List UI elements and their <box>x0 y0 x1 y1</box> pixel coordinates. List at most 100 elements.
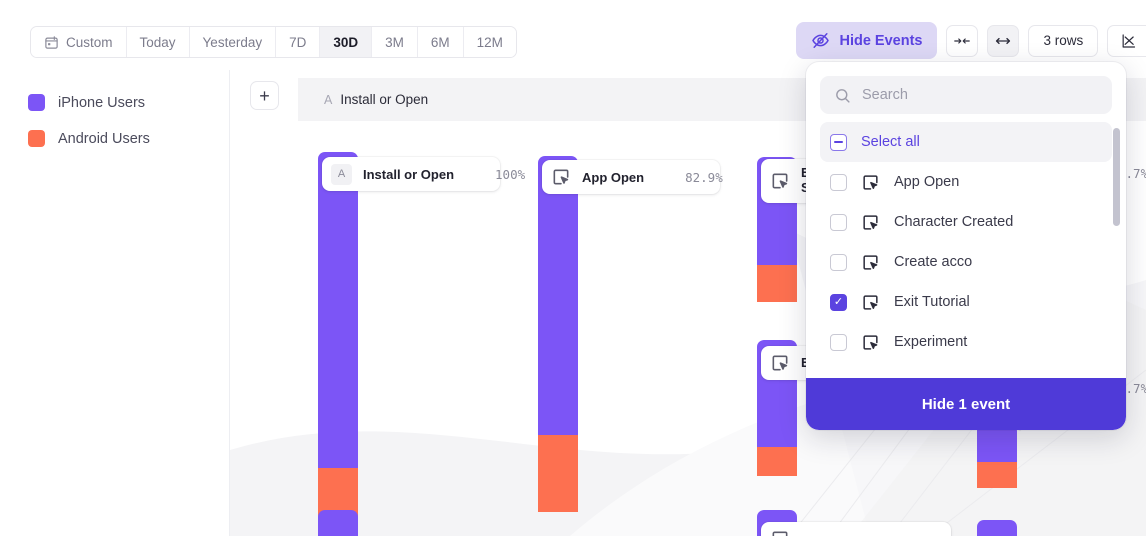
bar-row3-step4[interactable] <box>977 520 1017 536</box>
indeterminate-dash-icon <box>834 141 843 143</box>
range-label: Today <box>139 34 176 50</box>
bar-install-or-open[interactable] <box>318 152 358 536</box>
dropdown-scrollbar-thumb[interactable] <box>1113 128 1120 226</box>
event-label: Exit Tutorial <box>894 294 970 310</box>
event-label: Character Created <box>894 214 1014 230</box>
legend-item-android-users[interactable]: Android Users <box>28 130 229 147</box>
expand-columns-button[interactable] <box>987 24 1020 57</box>
event-click-icon <box>772 531 788 536</box>
bar-segment-android <box>977 462 1017 488</box>
top-toolbar: Custom Today Yesterday 7D 30D 3M 6M 12M <box>0 0 1146 70</box>
event-click-icon <box>863 294 878 310</box>
bar-segment-iphone <box>538 156 578 435</box>
rows-count-button[interactable]: 3 rows <box>1028 24 1099 57</box>
event-option-app-open[interactable]: App Open <box>820 162 1112 202</box>
hide-events-dropdown: Select all App Open Character Created <box>806 62 1126 430</box>
step-name: Install or Open <box>340 92 429 107</box>
range-button-yesterday[interactable]: Yesterday <box>189 27 277 57</box>
select-all-checkbox[interactable] <box>830 133 847 151</box>
event-checkbox[interactable] <box>830 213 847 231</box>
bar-segment-android <box>538 435 578 512</box>
step-card-percent: 100% <box>495 166 526 182</box>
range-button-30d[interactable]: 30D <box>320 27 373 57</box>
event-option-exit-tutorial[interactable]: ✓ Exit Tutorial <box>820 282 1112 322</box>
select-all-row[interactable]: Select all <box>820 122 1112 162</box>
step-card-percent: 82.9% <box>685 169 723 185</box>
line-chart-icon <box>1122 33 1136 48</box>
hide-events-button[interactable]: Hide Events <box>796 22 938 59</box>
dropdown-scrollbar[interactable] <box>1113 122 1120 372</box>
select-all-label: Select all <box>861 134 920 150</box>
letter-badge-icon: A <box>331 163 352 185</box>
step-card-install-or-open[interactable]: A Install or Open 100% <box>322 157 525 191</box>
search-box[interactable] <box>820 76 1112 114</box>
step-card-app-open[interactable]: App Open 82.9% <box>542 160 723 194</box>
funnel-header-step-1[interactable]: A Install or Open <box>298 78 548 121</box>
metric-selector-button[interactable]: U <box>1107 24 1146 57</box>
legend-item-iphone-users[interactable]: iPhone Users <box>28 94 229 111</box>
step-badge-letter: A <box>337 168 346 180</box>
bar-segment-android <box>757 265 797 302</box>
event-checkbox[interactable] <box>830 173 847 191</box>
event-checkbox[interactable]: ✓ <box>830 293 847 311</box>
step-card-name: App Open <box>582 169 645 185</box>
hide-events-label: Hide Events <box>839 32 923 49</box>
event-click-icon <box>863 174 878 190</box>
range-label: 12M <box>476 34 503 50</box>
step-card-row3-step3[interactable] <box>761 522 951 536</box>
event-option-list: Select all App Open Character Created <box>806 122 1126 372</box>
range-button-custom[interactable]: Custom <box>31 27 127 57</box>
range-label: 6M <box>430 34 450 50</box>
range-label: 30D <box>333 34 359 50</box>
rows-label: 3 rows <box>1043 33 1084 48</box>
event-label: Experiment <box>894 334 968 350</box>
eye-off-icon <box>812 33 830 48</box>
legend-swatch-icon <box>28 130 45 147</box>
step-prefix: A <box>324 92 333 107</box>
event-option-character-created[interactable]: Character Created <box>820 202 1112 242</box>
bar-segment-iphone <box>977 424 1017 462</box>
event-click-icon <box>772 355 788 371</box>
range-button-7d[interactable]: 7D <box>276 27 321 57</box>
bar-experiment-row2[interactable] <box>977 424 1017 488</box>
event-click-icon <box>553 169 569 185</box>
event-click-icon <box>772 173 788 189</box>
range-button-6m[interactable]: 6M <box>417 27 464 57</box>
bar-segment-android <box>757 447 797 476</box>
calendar-icon <box>44 35 59 50</box>
event-click-icon <box>863 334 878 350</box>
legend-label: Android Users <box>58 130 150 147</box>
event-option-experiment-started[interactable]: Experiment Started <box>820 362 1112 372</box>
add-step-button[interactable]: + <box>250 81 279 110</box>
range-button-12m[interactable]: 12M <box>463 27 516 57</box>
expand-horizontal-icon <box>996 37 1011 44</box>
range-label: Custom <box>66 34 113 50</box>
search-icon <box>836 88 850 103</box>
legend-label: iPhone Users <box>58 94 146 111</box>
step-card-name: Install or Open <box>363 166 455 182</box>
range-label: 3M <box>385 34 404 50</box>
range-button-3m[interactable]: 3M <box>372 27 418 57</box>
bar-row3-step1[interactable] <box>318 510 358 536</box>
collapse-columns-button[interactable] <box>946 24 979 57</box>
search-container <box>806 62 1126 122</box>
legend-swatch-icon <box>28 94 45 111</box>
event-label: Create acco <box>894 254 973 270</box>
add-step-label: + <box>259 85 270 106</box>
event-click-icon <box>863 254 878 270</box>
check-icon: ✓ <box>833 295 844 308</box>
funnel-header-step-2[interactable] <box>526 78 776 121</box>
date-range-selector: Custom Today Yesterday 7D 30D 3M 6M 12M <box>30 26 517 58</box>
event-option-create-acco[interactable]: Create acco <box>820 242 1112 282</box>
hide-events-confirm-button[interactable]: Hide 1 event <box>806 378 1126 430</box>
event-checkbox[interactable] <box>830 333 847 351</box>
event-option-experiment[interactable]: Experiment <box>820 322 1112 362</box>
search-input[interactable] <box>862 87 1098 103</box>
bar-segment-iphone <box>318 152 358 468</box>
range-button-today[interactable]: Today <box>126 27 190 57</box>
collapse-horizontal-icon <box>954 37 971 44</box>
event-label: App Open <box>894 174 960 190</box>
event-checkbox[interactable] <box>830 253 847 271</box>
bar-app-open[interactable] <box>538 156 578 512</box>
